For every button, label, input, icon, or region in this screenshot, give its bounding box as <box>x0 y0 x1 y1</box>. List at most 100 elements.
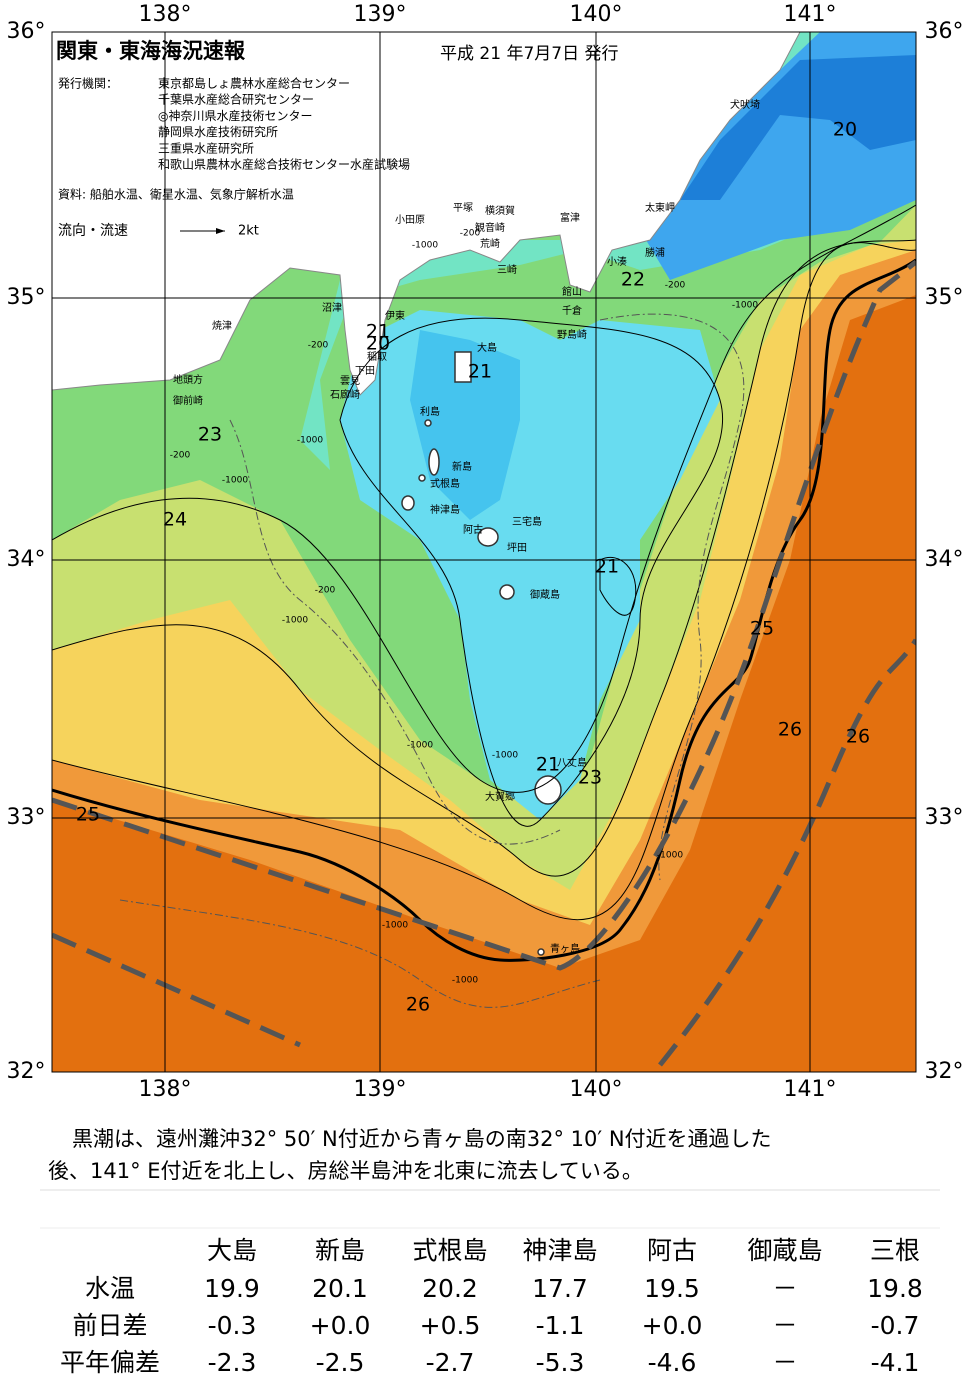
isotherm <box>52 242 916 921</box>
agency: 千葉県水産総合研究センター <box>158 92 314 107</box>
isotherm-label: 25 <box>76 804 100 826</box>
isobath-label: -1000 <box>452 976 478 986</box>
isotherm-label: 26 <box>406 994 430 1016</box>
sea-deep-blue <box>680 55 916 200</box>
place-name: 三宅島 <box>512 515 542 528</box>
isobath-label: -1000 <box>732 301 758 311</box>
isotherm-label: 21 <box>366 321 390 343</box>
isotherm <box>599 556 637 616</box>
table-cell: +0.0 <box>642 1311 703 1340</box>
isobath-label: -1000 <box>282 616 308 626</box>
place-name: 小湊 <box>607 255 627 268</box>
place-name: 八丈島 <box>557 756 587 769</box>
table-header: 阿古 <box>647 1236 697 1265</box>
table-header: 三根 <box>870 1236 920 1265</box>
lat-label-right: 36° <box>925 19 964 44</box>
island <box>424 419 432 427</box>
place-name: 横須賀 <box>485 204 515 217</box>
map <box>52 32 916 1072</box>
isobath-label: -1000 <box>297 436 323 446</box>
place-name: 青ヶ島 <box>550 942 580 955</box>
isobath-label: -200 <box>308 341 329 351</box>
kuroshio-axis <box>52 258 916 962</box>
table-cell: -4.6 <box>648 1348 697 1377</box>
description: 黒潮は、遠州灘沖32° 50′ N付近から青ヶ島の南32° 10′ N付近を通過… <box>72 1127 772 1151</box>
island <box>401 495 415 511</box>
place-name: 地頭方 <box>173 373 203 386</box>
isotherm-label: 24 <box>163 509 187 531</box>
isobath-label: -1000 <box>222 476 248 486</box>
island <box>499 584 515 600</box>
agency: ◎神奈川県水産技術センター <box>158 108 312 123</box>
place-name: 野島崎 <box>557 328 587 341</box>
place-name: 御蔵島 <box>530 588 560 601</box>
isotherm <box>339 317 723 827</box>
table-cell: 19.9 <box>204 1274 260 1303</box>
map-frame <box>51 31 917 1073</box>
island <box>428 448 440 476</box>
islands <box>401 351 562 956</box>
place-name: 小田原 <box>395 214 425 226</box>
isotherm-label: 26 <box>846 726 870 748</box>
isobath-label: -200 <box>170 451 191 461</box>
place-name: 観音崎 <box>475 221 505 234</box>
table-cell: -2.5 <box>316 1348 365 1377</box>
legend-label: 流向・流速 <box>58 223 128 239</box>
place-name: 荒崎 <box>480 237 500 250</box>
isotherm-label: 23 <box>198 424 222 446</box>
isobath-label: -200 <box>315 586 336 596</box>
island <box>418 474 426 482</box>
table-cell: 20.1 <box>312 1274 368 1303</box>
place-name: 坪田 <box>507 541 527 554</box>
description: 後、141° E付近を北上し、房総半島沖を北東に流去している。 <box>48 1159 643 1183</box>
isobath-label: -200 <box>665 281 686 291</box>
table-cell: -2.3 <box>208 1348 257 1377</box>
agency-label: 発行機関： <box>58 76 118 91</box>
row-label: 前日差 <box>72 1311 147 1340</box>
place-name: 館山 <box>562 285 582 298</box>
lon-label-top: 138° <box>139 2 192 27</box>
table-cell: +0.5 <box>420 1311 481 1340</box>
table-cell: -5.3 <box>536 1348 585 1377</box>
place-name: 勝浦 <box>645 246 665 259</box>
source: 資料: 船舶水温、衛星水温、気象庁解析水温 <box>58 187 294 202</box>
agency: 和歌山県農林水産総合技術センター水産試験場 <box>158 157 410 172</box>
table-cell: － <box>772 1348 797 1377</box>
table-cell: -4.1 <box>871 1348 920 1377</box>
lat-label-left: 35° <box>7 285 46 310</box>
agency: 三重県水産研究所 <box>158 140 254 155</box>
table-header: 御蔵島 <box>747 1236 822 1265</box>
isotherm-label: 22 <box>621 269 645 291</box>
isobath <box>599 313 745 881</box>
lat-label-right: 34° <box>925 547 964 572</box>
kuroshio-bound <box>658 638 916 1067</box>
agency: 静岡県水産技術研究所 <box>158 124 278 139</box>
place-name: 稲取 <box>367 351 387 363</box>
isotherm-label: 20 <box>366 333 390 355</box>
table-cell: +0.0 <box>310 1311 371 1340</box>
isotherm-label: 25 <box>750 618 774 640</box>
place-name: 下田 <box>355 366 375 377</box>
isobath-label: -1000 <box>492 751 518 761</box>
isobath-label: -1000 <box>382 921 408 931</box>
place-name: 犬吠埼 <box>730 98 760 111</box>
isotherms <box>52 204 916 921</box>
isotherm-label: 21 <box>536 754 560 776</box>
land <box>52 32 801 396</box>
isotherm-label: 21 <box>595 556 619 578</box>
lon-label-bottom: 139° <box>354 1077 407 1102</box>
table-cell: -1.1 <box>536 1311 585 1340</box>
island <box>477 527 499 547</box>
place-name: 大島 <box>477 341 497 354</box>
isobath <box>119 899 601 1008</box>
isobath-label: -1000 <box>657 851 683 861</box>
place-name: 雲見 <box>340 375 360 387</box>
table-cell: -0.7 <box>871 1311 920 1340</box>
place-name: 阿古 <box>463 523 483 536</box>
island <box>537 948 545 956</box>
isobath-label: -1000 <box>412 241 438 251</box>
place-name: 三崎 <box>497 263 517 276</box>
table-cell: 19.5 <box>644 1274 700 1303</box>
title: 関東・東海海況速報 <box>56 39 246 63</box>
